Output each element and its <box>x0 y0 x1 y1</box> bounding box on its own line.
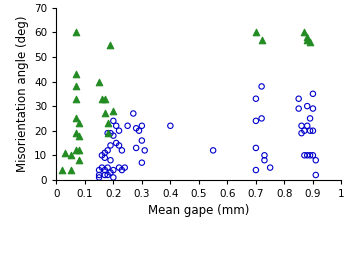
Point <box>105 131 111 135</box>
Point <box>59 168 65 172</box>
Point <box>99 153 105 157</box>
Point <box>108 143 113 148</box>
Point <box>313 158 319 162</box>
Y-axis label: Misorientation angle (deg): Misorientation angle (deg) <box>15 16 29 172</box>
Point <box>310 129 316 133</box>
Point <box>113 141 119 145</box>
Point <box>74 30 79 34</box>
Point <box>111 168 116 172</box>
Point <box>105 166 111 170</box>
Point <box>259 84 264 88</box>
Point <box>139 161 145 165</box>
Point <box>105 131 111 135</box>
Point <box>304 124 310 128</box>
Point <box>96 175 102 179</box>
Point <box>133 126 139 130</box>
Point <box>108 158 113 162</box>
Point <box>76 158 82 162</box>
Point <box>310 153 316 157</box>
Point <box>74 72 79 76</box>
X-axis label: Mean gape (mm): Mean gape (mm) <box>148 205 250 217</box>
Point <box>102 168 108 172</box>
Point <box>74 116 79 121</box>
Point <box>296 106 302 111</box>
Point <box>268 166 273 170</box>
Point <box>96 79 102 84</box>
Point <box>99 166 105 170</box>
Point <box>299 131 304 135</box>
Point <box>122 166 127 170</box>
Point <box>262 153 267 157</box>
Point <box>304 35 310 39</box>
Point <box>302 153 307 157</box>
Point <box>259 38 264 42</box>
Point <box>302 30 307 34</box>
Point <box>253 146 259 150</box>
Point <box>133 146 139 150</box>
Point <box>116 129 122 133</box>
Point <box>168 124 173 128</box>
Point <box>102 173 108 177</box>
Point <box>96 168 102 172</box>
Point <box>302 129 307 133</box>
Point <box>119 168 125 172</box>
Point <box>253 119 259 123</box>
Point <box>304 38 310 42</box>
Point <box>111 134 116 138</box>
Point <box>74 97 79 101</box>
Point <box>304 104 310 108</box>
Point <box>313 173 319 177</box>
Point <box>139 124 145 128</box>
Point <box>113 124 119 128</box>
Point <box>108 131 113 135</box>
Point <box>102 112 108 116</box>
Point <box>105 148 111 152</box>
Point <box>210 148 216 152</box>
Point <box>76 121 82 125</box>
Point <box>68 153 73 157</box>
Point <box>136 129 142 133</box>
Point <box>307 129 313 133</box>
Point <box>119 148 125 152</box>
Point <box>102 151 108 155</box>
Point <box>68 168 73 172</box>
Point <box>76 148 82 152</box>
Point <box>74 131 79 135</box>
Point <box>108 43 113 47</box>
Point <box>62 151 68 155</box>
Point <box>310 92 316 96</box>
Point <box>304 153 310 157</box>
Point <box>96 173 102 177</box>
Point <box>105 173 111 177</box>
Point <box>307 116 313 121</box>
Point <box>116 166 122 170</box>
Point <box>142 148 147 152</box>
Point <box>310 106 316 111</box>
Point <box>74 84 79 88</box>
Point <box>253 97 259 101</box>
Point <box>108 170 113 175</box>
Point <box>259 116 264 121</box>
Point <box>307 40 313 44</box>
Point <box>105 121 111 125</box>
Point <box>307 153 313 157</box>
Point <box>116 143 122 148</box>
Point <box>76 134 82 138</box>
Point <box>253 168 259 172</box>
Point <box>139 139 145 143</box>
Point <box>102 156 108 160</box>
Point <box>131 112 136 116</box>
Point <box>299 124 304 128</box>
Point <box>262 158 267 162</box>
Point <box>111 175 116 179</box>
Point <box>111 109 116 113</box>
Point <box>99 97 105 101</box>
Point <box>111 119 116 123</box>
Point <box>102 97 108 101</box>
Point <box>296 97 302 101</box>
Point <box>253 30 259 34</box>
Point <box>125 124 130 128</box>
Point <box>74 148 79 152</box>
